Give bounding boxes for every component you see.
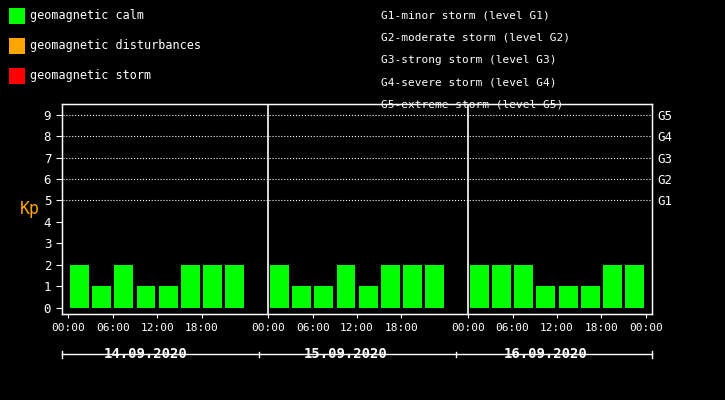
- Bar: [181, 265, 200, 308]
- Bar: [92, 286, 111, 308]
- Bar: [270, 265, 289, 308]
- Bar: [514, 265, 533, 308]
- Text: G2-moderate storm (level G2): G2-moderate storm (level G2): [381, 32, 570, 42]
- Bar: [603, 265, 622, 308]
- Y-axis label: Kp: Kp: [20, 200, 40, 218]
- Bar: [559, 286, 578, 308]
- Bar: [315, 286, 334, 308]
- Bar: [225, 265, 244, 308]
- Bar: [159, 286, 178, 308]
- Bar: [359, 286, 378, 308]
- Text: 15.09.2020: 15.09.2020: [304, 347, 388, 361]
- Text: G3-strong storm (level G3): G3-strong storm (level G3): [381, 55, 556, 65]
- Bar: [292, 286, 311, 308]
- Text: geomagnetic disturbances: geomagnetic disturbances: [30, 40, 202, 52]
- Text: G4-severe storm (level G4): G4-severe storm (level G4): [381, 77, 556, 87]
- Bar: [492, 265, 511, 308]
- Bar: [536, 286, 555, 308]
- Bar: [470, 265, 489, 308]
- Text: G5-extreme storm (level G5): G5-extreme storm (level G5): [381, 100, 563, 110]
- Bar: [70, 265, 89, 308]
- Bar: [203, 265, 222, 308]
- Text: geomagnetic calm: geomagnetic calm: [30, 10, 144, 22]
- Text: G1-minor storm (level G1): G1-minor storm (level G1): [381, 10, 550, 20]
- Bar: [381, 265, 399, 308]
- Bar: [403, 265, 422, 308]
- Text: 14.09.2020: 14.09.2020: [104, 347, 188, 361]
- Bar: [115, 265, 133, 308]
- Bar: [136, 286, 155, 308]
- Bar: [625, 265, 645, 308]
- Bar: [426, 265, 444, 308]
- Text: geomagnetic storm: geomagnetic storm: [30, 70, 152, 82]
- Bar: [581, 286, 600, 308]
- Bar: [336, 265, 355, 308]
- Text: 16.09.2020: 16.09.2020: [504, 347, 588, 361]
